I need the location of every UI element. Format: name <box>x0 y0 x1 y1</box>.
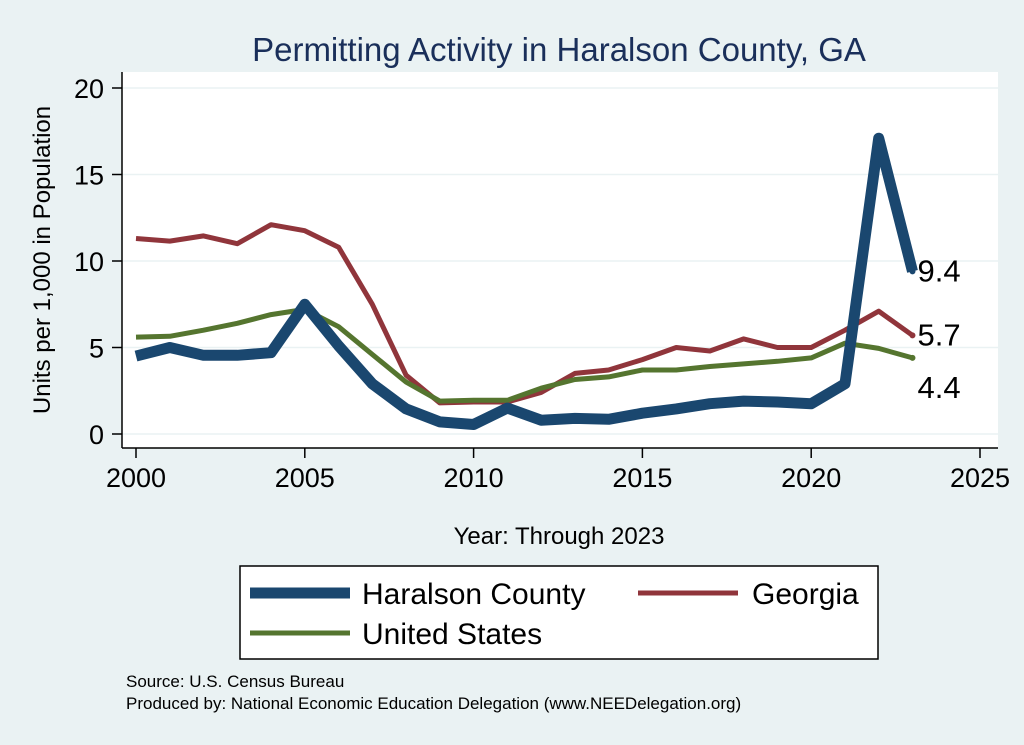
y-tick-label-15: 15 <box>74 161 104 191</box>
produced-by-note: Produced by: National Economic Education… <box>126 694 741 713</box>
end-point-georgia <box>909 332 916 339</box>
x-tick-label-2005: 2005 <box>275 463 335 493</box>
chart-title: Permitting Activity in Haralson County, … <box>252 31 866 68</box>
source-note: Source: U.S. Census Bureau <box>126 672 344 691</box>
end-labels: 9.4 5.7 4.4 <box>909 253 961 405</box>
x-tick-label-2025: 2025 <box>950 463 1010 493</box>
x-axis-label: Year: Through 2023 <box>454 523 665 550</box>
series-line-haralson-county <box>134 132 918 430</box>
legend-label-us: United States <box>362 618 542 651</box>
x-tick-label-2010: 2010 <box>444 463 504 493</box>
end-label-haralson-county: 9.4 <box>917 253 960 288</box>
x-ticks: 2000 2005 2010 2015 2020 2025 <box>106 448 1010 493</box>
end-point-united-states <box>909 354 916 361</box>
y-tick-label-10: 10 <box>74 247 104 277</box>
y-axis-label: Units per 1,000 in Population <box>29 106 56 414</box>
y-ticks: 0 5 10 15 20 <box>74 74 122 450</box>
series-line-georgia <box>135 222 914 406</box>
end-label-georgia: 5.7 <box>917 317 960 352</box>
legend-label-georgia: Georgia <box>752 578 859 611</box>
end-label-united-states: 4.4 <box>917 370 960 405</box>
axes <box>121 72 998 449</box>
x-tick-label-2015: 2015 <box>612 463 672 493</box>
y-tick-label-5: 5 <box>89 334 104 364</box>
legend-label-haralson: Haralson County <box>362 578 585 611</box>
end-point-haralson-county <box>909 268 916 275</box>
legend: Haralson County Georgia United States <box>239 565 879 660</box>
series-lines <box>134 132 918 430</box>
y-tick-label-20: 20 <box>74 74 104 104</box>
series-line-united-states <box>135 306 914 404</box>
x-tick-label-2000: 2000 <box>106 463 166 493</box>
legend-box <box>239 565 879 660</box>
y-tick-label-0: 0 <box>89 420 104 450</box>
x-tick-label-2020: 2020 <box>781 463 841 493</box>
